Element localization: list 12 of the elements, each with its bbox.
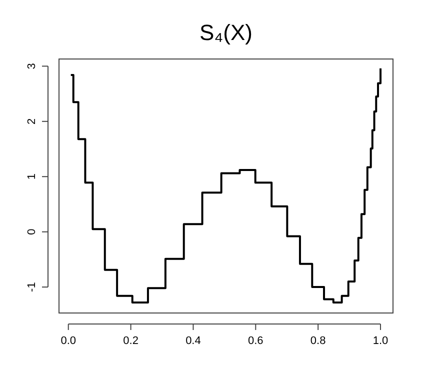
y-tick-label: -1	[26, 282, 38, 292]
x-tick-label: 0.6	[248, 335, 264, 347]
x-tick-label: 0.8	[310, 335, 326, 347]
y-tick-label: 1	[26, 174, 38, 180]
x-tick-label: 1.0	[372, 335, 388, 347]
chart-title: S₄(X)	[200, 20, 252, 45]
x-tick-label: 0.4	[186, 335, 201, 347]
y-tick-label: 0	[26, 228, 38, 235]
y-tick-label: 2	[26, 118, 38, 124]
x-tick-label: 0.0	[60, 335, 76, 347]
x-tick-label: 0.2	[123, 335, 138, 347]
y-tick-label: 3	[26, 63, 38, 70]
